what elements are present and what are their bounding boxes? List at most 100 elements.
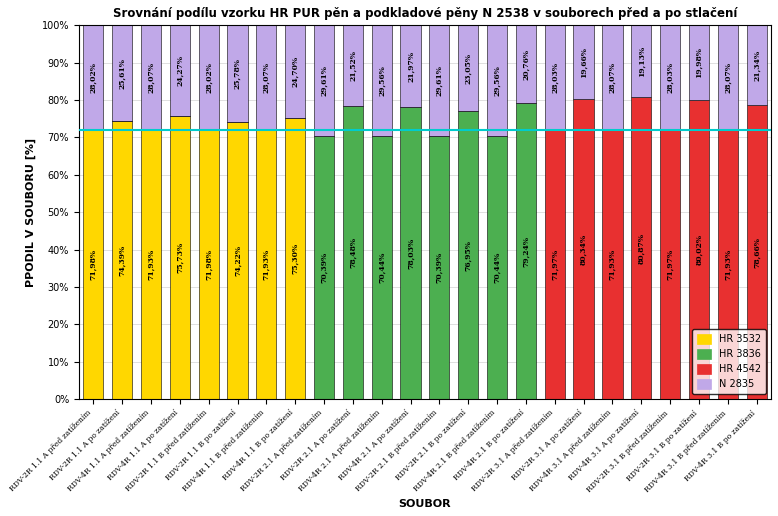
Bar	[227, 122, 247, 399]
Bar	[689, 100, 709, 399]
Bar	[573, 25, 594, 99]
Bar	[112, 121, 132, 399]
Text: 74,22%: 74,22%	[233, 245, 241, 276]
Text: 19,98%: 19,98%	[695, 47, 703, 78]
Text: 74,39%: 74,39%	[118, 245, 126, 276]
Bar	[372, 25, 392, 136]
Text: 29,61%: 29,61%	[320, 65, 328, 96]
Bar	[487, 25, 507, 136]
Bar	[314, 25, 334, 136]
Text: 76,95%: 76,95%	[464, 240, 472, 271]
Text: 25,78%: 25,78%	[233, 58, 241, 89]
Bar	[429, 25, 450, 136]
Text: 25,61%: 25,61%	[118, 58, 126, 89]
Text: 19,66%: 19,66%	[580, 46, 587, 77]
Bar	[401, 25, 421, 107]
Text: 79,24%: 79,24%	[522, 235, 530, 267]
Bar	[458, 111, 478, 399]
Bar	[83, 130, 103, 399]
Text: 28,03%: 28,03%	[666, 62, 674, 93]
Bar	[83, 25, 103, 130]
Text: 28,07%: 28,07%	[147, 62, 155, 93]
Text: 71,93%: 71,93%	[262, 249, 270, 280]
Bar	[141, 25, 161, 130]
Text: 75,30%: 75,30%	[291, 243, 300, 274]
Text: 21,97%: 21,97%	[407, 51, 415, 82]
Bar	[141, 130, 161, 399]
Text: 78,03%: 78,03%	[407, 238, 415, 269]
Bar	[717, 25, 738, 130]
Bar	[170, 25, 190, 116]
Text: 29,61%: 29,61%	[436, 65, 443, 96]
Text: 70,44%: 70,44%	[493, 252, 501, 283]
Text: 28,07%: 28,07%	[262, 62, 270, 93]
Bar	[545, 130, 565, 399]
Text: 71,93%: 71,93%	[608, 249, 616, 280]
Bar	[516, 25, 536, 103]
Text: 23,05%: 23,05%	[464, 53, 472, 84]
Text: 71,97%: 71,97%	[666, 249, 674, 280]
Text: 71,98%: 71,98%	[205, 249, 212, 280]
Text: 28,07%: 28,07%	[724, 62, 732, 93]
Text: 28,02%: 28,02%	[89, 62, 97, 93]
Text: 71,98%: 71,98%	[89, 249, 97, 280]
Text: 21,34%: 21,34%	[752, 50, 761, 81]
Bar	[343, 25, 363, 106]
Bar	[256, 130, 276, 399]
Text: 71,93%: 71,93%	[724, 249, 732, 280]
Bar	[256, 25, 276, 130]
Text: 24,27%: 24,27%	[176, 55, 184, 86]
Text: 70,44%: 70,44%	[377, 252, 386, 283]
Bar	[660, 25, 680, 130]
Bar	[401, 107, 421, 399]
Bar	[343, 106, 363, 399]
Bar	[573, 99, 594, 399]
Text: 75,73%: 75,73%	[176, 242, 184, 273]
Bar	[198, 25, 219, 130]
Bar	[198, 130, 219, 399]
Text: 28,02%: 28,02%	[205, 62, 212, 93]
Text: 70,39%: 70,39%	[320, 252, 328, 283]
Y-axis label: PPODIL V SOUBORU [%]: PPODIL V SOUBORU [%]	[26, 138, 36, 287]
Text: 24,70%: 24,70%	[291, 56, 300, 87]
Bar	[602, 130, 622, 399]
Bar	[458, 25, 478, 111]
Bar	[170, 116, 190, 399]
Bar	[487, 136, 507, 399]
Text: 80,02%: 80,02%	[695, 234, 703, 265]
Text: 21,52%: 21,52%	[349, 50, 357, 81]
Bar	[717, 130, 738, 399]
Bar	[545, 25, 565, 130]
Bar	[689, 25, 709, 100]
Bar	[372, 136, 392, 399]
Text: 71,93%: 71,93%	[147, 249, 155, 280]
X-axis label: SOUBOR: SOUBOR	[398, 499, 451, 509]
Bar	[112, 25, 132, 121]
Bar	[227, 25, 247, 122]
Text: 28,07%: 28,07%	[608, 62, 616, 93]
Text: 29,56%: 29,56%	[377, 65, 386, 96]
Bar	[602, 25, 622, 130]
Text: 20,76%: 20,76%	[522, 49, 530, 79]
Bar	[747, 105, 767, 399]
Text: 28,03%: 28,03%	[551, 62, 559, 93]
Bar	[285, 25, 305, 118]
Text: 78,66%: 78,66%	[752, 236, 761, 268]
Bar	[747, 25, 767, 105]
Bar	[429, 136, 450, 399]
Bar	[631, 25, 651, 97]
Text: 29,56%: 29,56%	[493, 65, 501, 96]
Bar	[516, 103, 536, 399]
Text: 78,48%: 78,48%	[349, 237, 357, 268]
Bar	[631, 97, 651, 399]
Legend: HR 3532, HR 3836, HR 4542, N 2835: HR 3532, HR 3836, HR 4542, N 2835	[692, 329, 766, 394]
Text: 80,87%: 80,87%	[637, 232, 645, 264]
Title: Srovnání podílu vzorku HR PUR pěn a podkladové pěny N 2538 v souborech před a po: Srovnání podílu vzorku HR PUR pěn a podk…	[113, 7, 738, 20]
Bar	[285, 118, 305, 399]
Text: 71,97%: 71,97%	[551, 249, 559, 280]
Text: 80,34%: 80,34%	[580, 233, 587, 265]
Bar	[314, 136, 334, 399]
Text: 19,13%: 19,13%	[637, 45, 645, 77]
Bar	[660, 130, 680, 399]
Text: 70,39%: 70,39%	[436, 252, 443, 283]
